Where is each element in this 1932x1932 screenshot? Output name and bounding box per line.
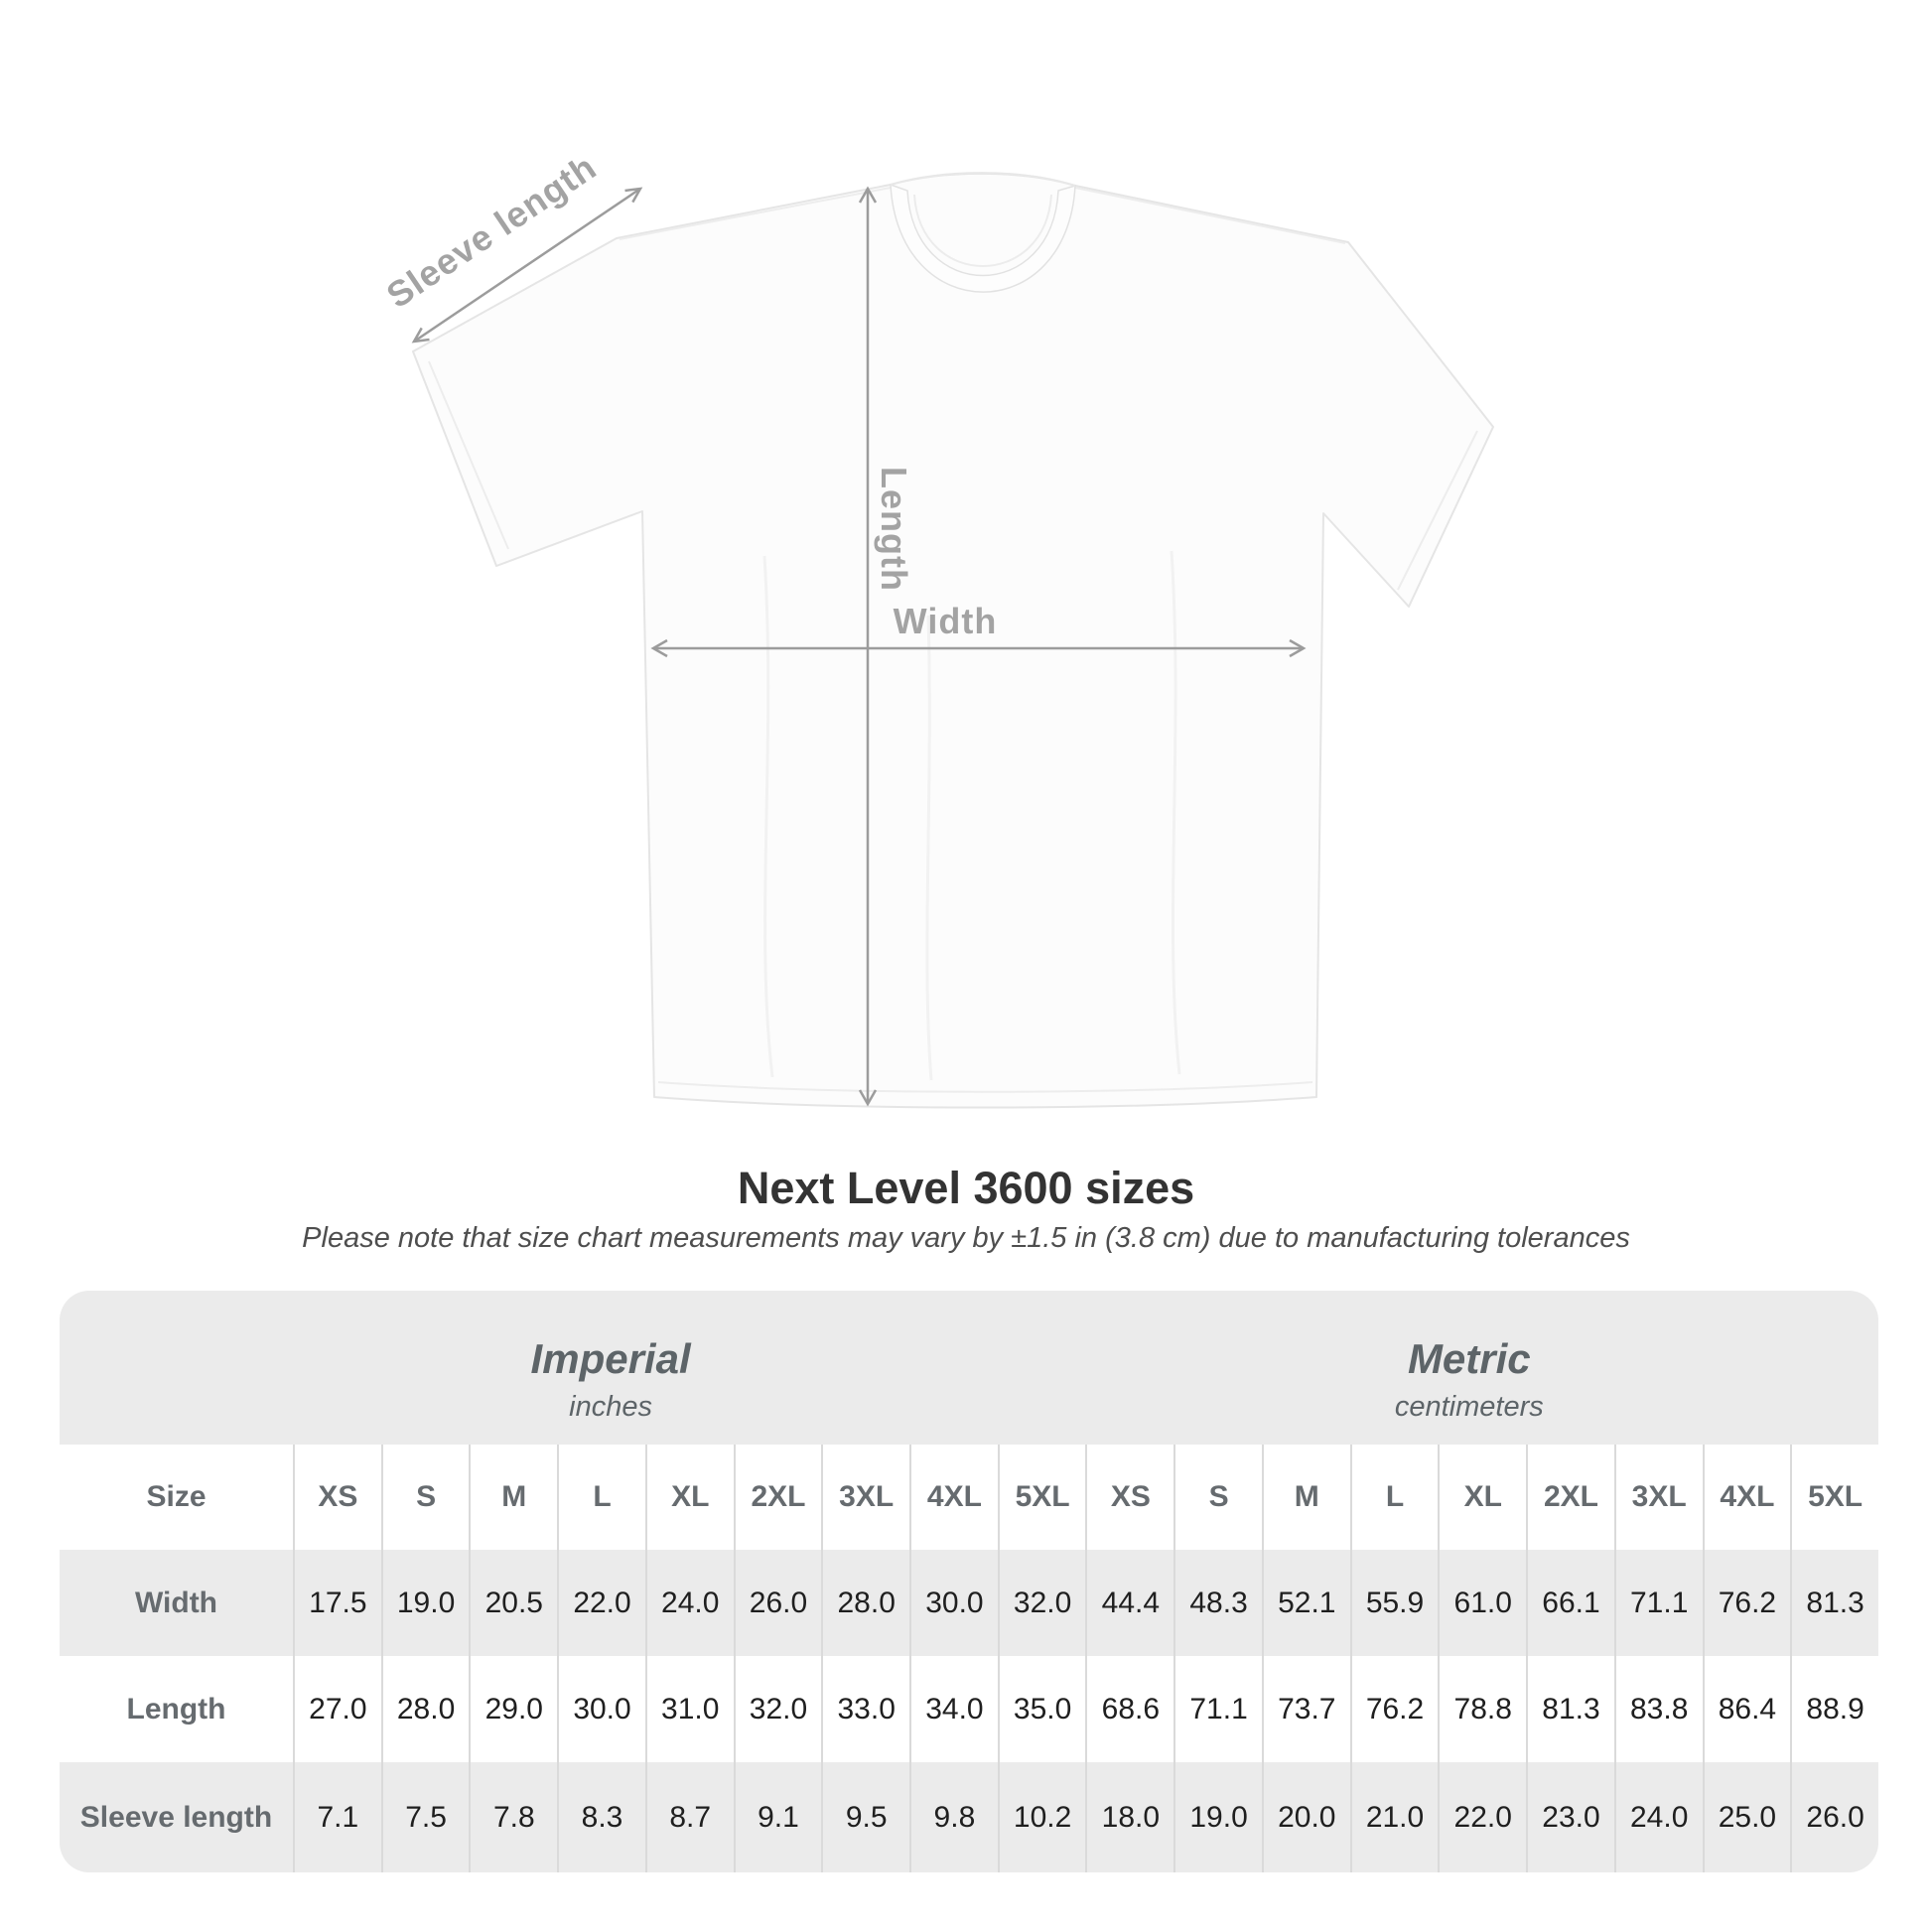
size-header-cell: 4XL — [1702, 1445, 1791, 1550]
value-cell: 9.8 — [909, 1762, 998, 1872]
value-cell: 31.0 — [644, 1656, 734, 1762]
value-cell: 26.0 — [733, 1550, 822, 1656]
value-cell: 33.0 — [821, 1656, 909, 1762]
value-cell: 7.1 — [293, 1762, 381, 1872]
value-cell: 76.2 — [1702, 1550, 1791, 1656]
sleeve-length-arrow — [411, 187, 643, 344]
value-cell: 86.4 — [1702, 1656, 1791, 1762]
value-cell: 8.7 — [644, 1762, 734, 1872]
length-arrow — [858, 186, 878, 1107]
value-cell: 32.0 — [997, 1550, 1086, 1656]
value-cell: 71.1 — [1173, 1656, 1262, 1762]
size-header-cell: S — [1173, 1445, 1262, 1550]
value-cell: 10.2 — [997, 1762, 1086, 1872]
size-header-cell: 5XL — [997, 1445, 1086, 1550]
tolerance-note: Please note that size chart measurements… — [302, 1222, 1630, 1254]
value-cell: 81.3 — [1790, 1550, 1878, 1656]
value-cell: 26.0 — [1790, 1762, 1878, 1872]
row-label-length: Length — [126, 1692, 226, 1725]
value-cell: 7.5 — [380, 1762, 470, 1872]
table-row-width: Width 17.5 19.0 20.5 22.0 24.0 26.0 28.0 30.0 32… — [60, 1550, 1878, 1656]
value-cell: 66.1 — [1526, 1550, 1614, 1656]
size-header-cell: XL — [1438, 1445, 1526, 1550]
value-cell: 71.1 — [1613, 1550, 1703, 1656]
size-header-cell: M — [469, 1445, 557, 1550]
metric-unit: centimeters — [1394, 1391, 1544, 1423]
value-cell: 9.1 — [733, 1762, 822, 1872]
width-arrow — [650, 638, 1307, 658]
value-cell: 30.0 — [557, 1656, 645, 1762]
size-header-cell: 2XL — [1526, 1445, 1614, 1550]
value-cell: 73.7 — [1261, 1656, 1350, 1762]
value-cell: 20.0 — [1261, 1762, 1350, 1872]
unit-group-metric: Metric centimeters — [1394, 1335, 1544, 1424]
size-header-cell: L — [1349, 1445, 1439, 1550]
size-header-row: Size XS S M L XL 2XL 3XL 4XL 5XL XS S M L XL 2XL 3XL 4XL… — [60, 1445, 1878, 1550]
value-cell: 27.0 — [293, 1656, 381, 1762]
value-cell: 68.6 — [1085, 1656, 1173, 1762]
value-cell: 24.0 — [1613, 1762, 1703, 1872]
size-header-cell: XL — [644, 1445, 734, 1550]
value-cell: 30.0 — [909, 1550, 998, 1656]
tshirt-collar — [890, 172, 1076, 293]
value-cell: 52.1 — [1261, 1550, 1350, 1656]
value-cell: 76.2 — [1349, 1656, 1439, 1762]
value-cell: 8.3 — [557, 1762, 645, 1872]
size-header-cell: 4XL — [909, 1445, 998, 1550]
value-cell: 19.0 — [1173, 1762, 1262, 1872]
value-cell: 23.0 — [1526, 1762, 1614, 1872]
value-cell: 44.4 — [1085, 1550, 1173, 1656]
size-header-cell: XS — [293, 1445, 381, 1550]
value-cell: 18.0 — [1085, 1762, 1173, 1872]
imperial-heading: Imperial — [530, 1335, 691, 1382]
value-cell: 29.0 — [469, 1656, 557, 1762]
value-cell: 9.5 — [821, 1762, 909, 1872]
value-cell: 19.0 — [380, 1550, 470, 1656]
unit-group-imperial: Imperial inches — [530, 1335, 691, 1424]
row-label-sleeve-length: Sleeve length — [79, 1800, 273, 1834]
value-cell: 22.0 — [557, 1550, 645, 1656]
value-cell: 24.0 — [644, 1550, 734, 1656]
value-cell: 22.0 — [1438, 1762, 1526, 1872]
value-cell: 88.9 — [1790, 1656, 1878, 1762]
table-row-sleeve-length: Sleeve length 7.1 7.5 7.8 8.3 8.7 9.1 9.5 9.8 10… — [60, 1762, 1878, 1872]
value-cell: 61.0 — [1438, 1550, 1526, 1656]
value-cell: 34.0 — [909, 1656, 998, 1762]
size-header-cell: 3XL — [821, 1445, 909, 1550]
value-cell: 55.9 — [1349, 1550, 1439, 1656]
size-header-cell: 2XL — [733, 1445, 822, 1550]
size-header-cell: M — [1261, 1445, 1350, 1550]
size-header-cell: XS — [1085, 1445, 1173, 1550]
value-cell: 78.8 — [1438, 1656, 1526, 1762]
value-cell: 83.8 — [1613, 1656, 1703, 1762]
tshirt-measurement-diagram: Sleeve length Length Width — [379, 146, 1494, 1109]
value-cell: 7.8 — [469, 1762, 557, 1872]
value-cell: 35.0 — [997, 1656, 1086, 1762]
imperial-unit: inches — [569, 1391, 653, 1423]
length-label: Length — [874, 467, 914, 592]
size-header-cell: 3XL — [1613, 1445, 1703, 1550]
table-row-length: Length 27.0 28.0 29.0 30.0 31.0 32.0 33.0 34.0 3… — [60, 1656, 1878, 1762]
value-cell: 28.0 — [821, 1550, 909, 1656]
width-label: Width — [894, 601, 998, 641]
value-cell: 17.5 — [293, 1550, 381, 1656]
size-header-cell: S — [380, 1445, 470, 1550]
value-cell: 20.5 — [469, 1550, 557, 1656]
size-header-cell: L — [557, 1445, 645, 1550]
size-chart-table: Imperial inches Metric centimeters Size … — [60, 1291, 1878, 1872]
value-cell: 28.0 — [380, 1656, 470, 1762]
value-cell: 48.3 — [1173, 1550, 1262, 1656]
row-label-width: Width — [134, 1586, 218, 1619]
page-title: Next Level 3600 sizes — [737, 1163, 1195, 1213]
unit-band: Imperial inches Metric centimeters — [60, 1291, 1878, 1445]
size-corner-cell: Size — [146, 1480, 207, 1513]
metric-heading: Metric — [1407, 1335, 1531, 1382]
value-cell: 21.0 — [1349, 1762, 1439, 1872]
size-header-cell: 5XL — [1790, 1445, 1878, 1550]
value-cell: 81.3 — [1526, 1656, 1614, 1762]
value-cell: 25.0 — [1702, 1762, 1791, 1872]
tshirt-illustration — [412, 172, 1494, 1109]
value-cell: 32.0 — [733, 1656, 822, 1762]
